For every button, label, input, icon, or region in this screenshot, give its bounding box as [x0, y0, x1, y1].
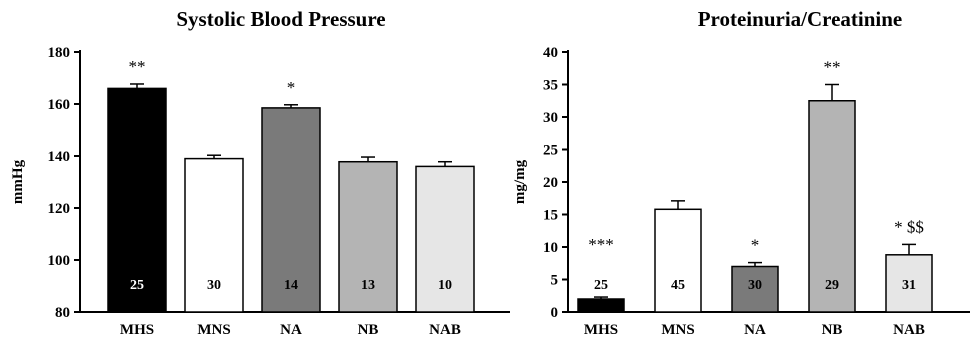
y-tick-label: 180	[48, 45, 71, 61]
y-tick-label: 30	[543, 110, 558, 126]
y-axis-label: mg/mg	[512, 159, 528, 204]
y-tick-label: 5	[551, 273, 559, 289]
significance-marker: *	[751, 236, 760, 255]
sample-count-label: 10	[438, 278, 452, 293]
y-tick-label: 80	[55, 305, 70, 321]
y-tick-label: 0	[551, 305, 559, 321]
sample-count-label: 25	[130, 278, 144, 293]
x-category-label: MNS	[661, 322, 694, 338]
sample-count-label: 25	[594, 278, 608, 293]
sample-count-label: 45	[671, 278, 685, 293]
x-category-label: NB	[358, 322, 379, 338]
y-tick-label: 15	[543, 208, 558, 224]
proteinuria-panel: Proteinuria/Creatinine mg/mg 0 5 10 15 20 25 30 3…	[512, 7, 970, 338]
x-category-label: NA	[744, 322, 766, 338]
y-tick-label: 20	[543, 175, 558, 191]
y-tick-label: 25	[543, 143, 558, 159]
significance-marker: ***	[588, 235, 614, 254]
y-tick-label: 40	[543, 45, 558, 61]
significance-marker: **	[129, 57, 146, 76]
y-tick-label: 120	[48, 201, 71, 217]
x-category-label: MNS	[197, 322, 230, 338]
sample-count-label: 30	[207, 278, 221, 293]
chart-title: Proteinuria/Creatinine	[698, 7, 903, 31]
sample-count-label: 29	[825, 278, 839, 293]
bar-mns	[654, 208, 702, 313]
sample-count-label: 31	[902, 278, 916, 293]
bar-nb	[338, 160, 398, 313]
x-category-label: MHS	[120, 322, 154, 338]
significance-marker: *	[287, 78, 296, 97]
x-category-label: NAB	[893, 322, 925, 338]
bar-na	[731, 265, 779, 313]
significance-marker: * $$	[894, 217, 924, 236]
sample-count-label: 13	[361, 278, 375, 293]
bar-mhs	[577, 298, 625, 313]
sample-count-label: 14	[284, 278, 298, 293]
sample-count-label: 30	[748, 278, 762, 293]
x-category-label: MHS	[584, 322, 618, 338]
y-axis-label: mmHg	[10, 159, 26, 204]
bar-nab	[415, 165, 475, 313]
y-tick-label: 160	[48, 97, 71, 113]
bar-mhs	[107, 87, 167, 313]
y-tick-label: 10	[543, 240, 558, 256]
chart-title: Systolic Blood Pressure	[176, 7, 385, 31]
significance-marker: **	[824, 58, 841, 77]
x-category-label: NB	[822, 322, 843, 338]
y-tick-label: 100	[48, 253, 71, 269]
systolic-bp-panel: Systolic Blood Pressure mmHg 80 100 120 140 16…	[10, 7, 510, 338]
x-category-label: NAB	[429, 322, 461, 338]
bar-mns	[184, 157, 244, 313]
y-tick-label: 140	[48, 149, 71, 165]
y-tick-label: 35	[543, 78, 558, 94]
x-category-label: NA	[280, 322, 302, 338]
